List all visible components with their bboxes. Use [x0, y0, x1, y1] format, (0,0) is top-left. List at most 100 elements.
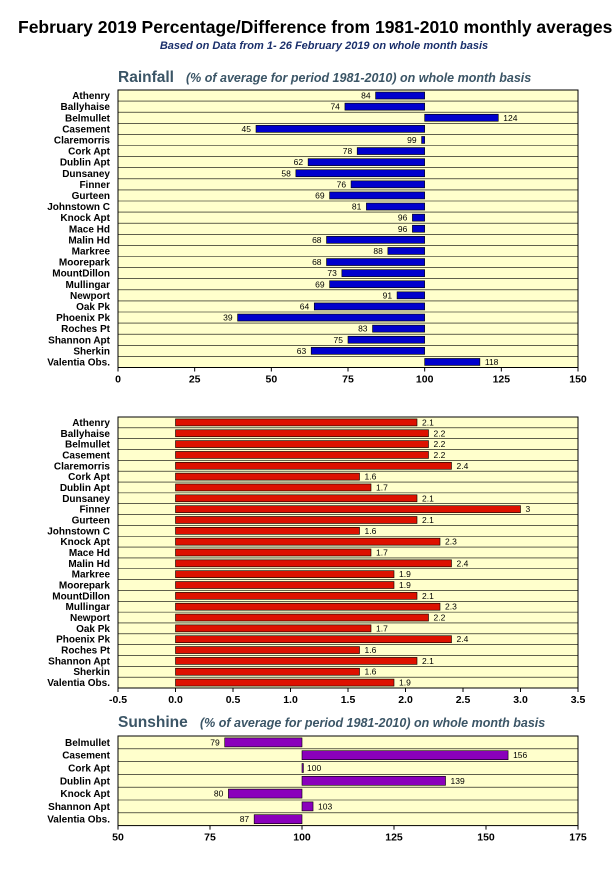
rainfall-bar	[237, 313, 425, 322]
temperature-value-label: 1.6	[365, 667, 377, 677]
rainfall-category-label: Mace Hd	[69, 224, 110, 235]
rainfall-bar	[421, 136, 425, 144]
temperature-value-label: 3	[526, 504, 531, 514]
rainfall-category-label: Cork Apt	[68, 147, 111, 158]
rainfall-bar	[424, 358, 481, 366]
rainfall-category-label: Valentia Obs.	[47, 357, 110, 368]
rainfall-value-label: 74	[330, 102, 340, 112]
temperature-tick-label: 3.0	[513, 694, 528, 706]
temperature-category-label: Ballyhaise	[61, 429, 111, 440]
temperature-bar	[175, 646, 360, 654]
rainfall-tick-label: 100	[416, 374, 434, 386]
temperature-category-label: Roches Pt	[61, 646, 111, 657]
temperature-category-label: Newport	[70, 613, 111, 624]
rainfall-bar	[424, 113, 499, 122]
rainfall-value-label: 45	[242, 124, 252, 134]
sunshine-value-label: 87	[240, 814, 250, 824]
sunshine-tick-label: 175	[569, 832, 587, 844]
temperature-value-label: 2.2	[434, 428, 446, 438]
temperature-category-label: MountDillon	[52, 591, 110, 602]
sunshine-category-label: Valentia Obs.	[47, 815, 110, 826]
sunshine-bar	[224, 737, 303, 748]
temperature-value-label: 1.9	[399, 569, 411, 579]
temperature-value-label: 1.9	[399, 580, 411, 590]
temperature-bar	[175, 494, 418, 503]
rainfall-tick-label: 75	[342, 374, 354, 386]
temperature-value-label: 2.1	[422, 591, 434, 601]
temperature-bar	[175, 472, 360, 481]
sunshine-value-label: 156	[513, 750, 527, 760]
temperature-tick-label: -0.5	[109, 694, 127, 706]
sunshine-value-label: 79	[210, 737, 220, 747]
temperature-bar	[175, 602, 441, 611]
rainfall-tick-label: 125	[493, 374, 511, 386]
temperature-bar	[175, 581, 395, 589]
temperature-bar	[175, 657, 418, 665]
rainfall-bar	[326, 258, 425, 266]
sunshine-bar	[301, 775, 446, 786]
temperature-bar	[175, 635, 452, 644]
sunshine-tick-label: 125	[385, 832, 403, 844]
rainfall-value-label: 64	[300, 301, 310, 311]
temperature-category-label: Valentia Obs.	[47, 678, 110, 689]
sunshine-tick-label: 150	[477, 832, 495, 844]
rainfall-category-label: Knock Apt	[60, 213, 110, 224]
rainfall-value-label: 62	[294, 157, 304, 167]
rainfall-category-label: Gurteen	[72, 191, 110, 202]
sunshine-category-label: Knock Apt	[60, 789, 110, 800]
rainfall-category-label: MountDillon	[52, 269, 110, 280]
rainfall-bar	[344, 102, 425, 111]
rainfall-tick-label: 0	[115, 374, 121, 386]
temperature-category-label: Gurteen	[72, 515, 110, 526]
rainfall-category-label: Sherkin	[73, 346, 110, 357]
rainfall-category-label: Newport	[70, 291, 111, 302]
rainfall-category-label: Johnstown C	[47, 202, 110, 213]
rainfall-bar	[329, 191, 425, 200]
rainfall-tick-label: 25	[189, 374, 201, 386]
rainfall-bar	[347, 335, 425, 344]
temperature-value-label: 2.2	[434, 439, 446, 449]
temperature-value-label: 1.6	[365, 526, 377, 536]
temperature-bar	[175, 667, 360, 676]
page-subtitle: Based on Data from 1- 26 February 2019 o…	[159, 40, 489, 52]
sunshine-tick-label: 50	[112, 832, 124, 844]
temperature-category-label: Oak Pk	[76, 624, 110, 635]
temperature-tick-label: 1.0	[283, 694, 298, 706]
sunshine-value-label: 139	[451, 776, 465, 786]
temperature-value-label: 1.6	[365, 645, 377, 655]
temperature-category-label: Casement	[62, 450, 110, 461]
temperature-category-label: Finner	[79, 505, 110, 516]
temperature-tick-label: 0.5	[226, 694, 241, 706]
sunshine-bar	[301, 750, 509, 761]
rainfall-value-label: 68	[312, 235, 322, 245]
temperature-category-label: Claremorris	[54, 461, 111, 472]
sunshine-tick-label: 75	[204, 832, 216, 844]
sunshine-category-label: Shannon Apt	[48, 802, 111, 813]
rainfall-bar	[329, 280, 425, 289]
rainfall-category-label: Dunsaney	[62, 169, 110, 180]
sunshine-category-label: Cork Apt	[68, 764, 111, 775]
rainfall-bar	[396, 291, 425, 300]
sunshine-note: (% of average for period 1981-2010) on w…	[200, 716, 545, 730]
temperature-value-label: 2.4	[457, 634, 469, 644]
temperature-category-label: Mace Hd	[69, 548, 110, 559]
rainfall-value-label: 99	[407, 135, 417, 145]
page-title: February 2019 Percentage/Difference from…	[18, 17, 613, 37]
rainfall-bar	[341, 269, 425, 277]
temperature-bar	[175, 440, 429, 448]
temperature-bar	[175, 624, 372, 633]
temperature-bar	[175, 527, 360, 535]
rainfall-value-label: 68	[312, 257, 322, 267]
temperature-value-label: 2.3	[445, 602, 457, 612]
rainfall-value-label: 118	[485, 357, 499, 367]
temperature-bar	[175, 483, 372, 492]
rainfall-category-label: Oak Pk	[76, 302, 110, 313]
rainfall-bar	[350, 180, 425, 189]
temperature-value-label: 2.1	[422, 493, 434, 503]
rainfall-category-label: Athenry	[72, 91, 110, 102]
rainfall-bar	[375, 91, 425, 100]
rainfall-value-label: 63	[297, 346, 307, 356]
rainfall-category-label: Phoenix Pk	[56, 313, 110, 324]
temperature-bar	[175, 559, 452, 568]
